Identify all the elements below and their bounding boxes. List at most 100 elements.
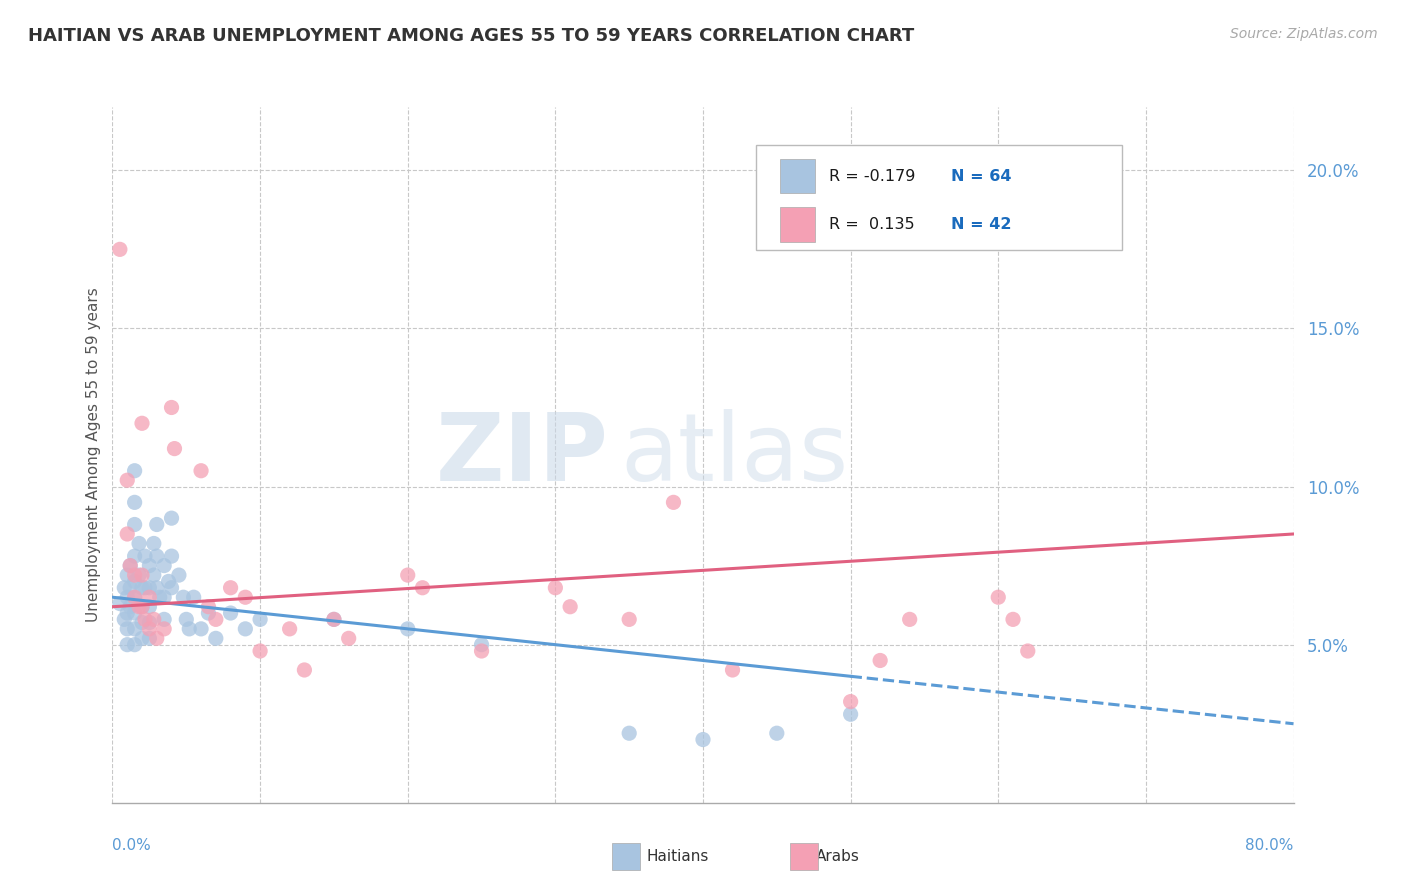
Point xyxy=(124,495,146,509)
Text: N = 64: N = 64 xyxy=(950,169,1011,184)
Point xyxy=(160,581,183,595)
Point xyxy=(233,591,256,605)
Text: Arabs: Arabs xyxy=(815,849,859,863)
Point xyxy=(108,597,131,611)
Point xyxy=(117,473,138,487)
Point xyxy=(869,653,891,667)
Point xyxy=(323,612,346,626)
Text: R =  0.135: R = 0.135 xyxy=(830,218,915,232)
Point xyxy=(153,558,176,573)
Point xyxy=(131,599,153,614)
Point xyxy=(117,527,138,541)
Point xyxy=(337,632,360,646)
Point xyxy=(662,495,685,509)
Point xyxy=(839,695,862,709)
Point xyxy=(138,599,160,614)
Point xyxy=(190,622,212,636)
Point xyxy=(124,464,146,478)
Point xyxy=(470,644,494,658)
Point xyxy=(146,632,169,646)
Point xyxy=(163,442,186,456)
Point xyxy=(205,612,228,626)
Text: ZIP: ZIP xyxy=(436,409,609,501)
Point xyxy=(120,558,142,573)
Point xyxy=(278,622,301,636)
Point xyxy=(131,615,153,630)
Text: R = -0.179: R = -0.179 xyxy=(830,169,915,184)
Text: 0.0%: 0.0% xyxy=(112,838,152,854)
Point xyxy=(174,612,197,626)
Point xyxy=(112,612,135,626)
Text: N = 42: N = 42 xyxy=(950,218,1011,232)
Point xyxy=(292,663,315,677)
Point xyxy=(692,732,714,747)
Point xyxy=(219,581,242,595)
Text: HAITIAN VS ARAB UNEMPLOYMENT AMONG AGES 55 TO 59 YEARS CORRELATION CHART: HAITIAN VS ARAB UNEMPLOYMENT AMONG AGES … xyxy=(28,27,914,45)
Point xyxy=(1001,612,1024,626)
Point xyxy=(124,591,146,605)
Point xyxy=(721,663,744,677)
FancyBboxPatch shape xyxy=(756,145,1122,250)
Text: atlas: atlas xyxy=(620,409,849,501)
Point xyxy=(128,536,150,550)
Point xyxy=(411,581,433,595)
Point xyxy=(179,622,201,636)
Point xyxy=(117,591,138,605)
Point xyxy=(134,612,156,626)
Point xyxy=(205,632,228,646)
Point xyxy=(249,644,271,658)
Point xyxy=(142,536,165,550)
Point xyxy=(117,622,138,636)
Point xyxy=(142,568,165,582)
Point xyxy=(131,417,153,431)
Bar xyxy=(780,159,815,194)
Point xyxy=(219,606,242,620)
Point xyxy=(128,568,150,582)
Point xyxy=(112,581,135,595)
Point xyxy=(160,401,183,415)
Point xyxy=(131,568,153,582)
Point xyxy=(131,599,153,614)
Point xyxy=(183,591,205,605)
Point xyxy=(153,622,176,636)
Y-axis label: Unemployment Among Ages 55 to 59 years: Unemployment Among Ages 55 to 59 years xyxy=(86,287,101,623)
Point xyxy=(619,726,641,740)
Point xyxy=(172,591,194,605)
Point xyxy=(124,549,146,563)
Point xyxy=(142,612,165,626)
Point xyxy=(190,464,212,478)
Point xyxy=(131,632,153,646)
Point xyxy=(167,568,190,582)
Bar xyxy=(780,207,815,242)
Point xyxy=(396,622,419,636)
Point xyxy=(558,599,582,614)
Point xyxy=(138,622,160,636)
Text: Source: ZipAtlas.com: Source: ZipAtlas.com xyxy=(1230,27,1378,41)
Point xyxy=(134,581,156,595)
Point xyxy=(124,606,146,620)
Point xyxy=(1017,644,1039,658)
Point xyxy=(138,558,160,573)
Point xyxy=(157,574,180,589)
Point xyxy=(233,622,256,636)
Point xyxy=(138,591,160,605)
Point xyxy=(766,726,789,740)
Point xyxy=(898,612,921,626)
Point xyxy=(134,549,156,563)
Point xyxy=(839,707,862,722)
Point xyxy=(149,591,172,605)
Point xyxy=(197,599,219,614)
Point xyxy=(249,612,271,626)
Point xyxy=(160,549,183,563)
Point xyxy=(153,612,176,626)
Point xyxy=(987,591,1010,605)
Point xyxy=(117,638,138,652)
Point xyxy=(138,615,160,630)
Point xyxy=(124,574,146,589)
Point xyxy=(128,599,150,614)
Point xyxy=(396,568,419,582)
Point xyxy=(146,581,169,595)
Point xyxy=(197,606,219,620)
Point xyxy=(544,581,567,595)
Point xyxy=(117,568,138,582)
